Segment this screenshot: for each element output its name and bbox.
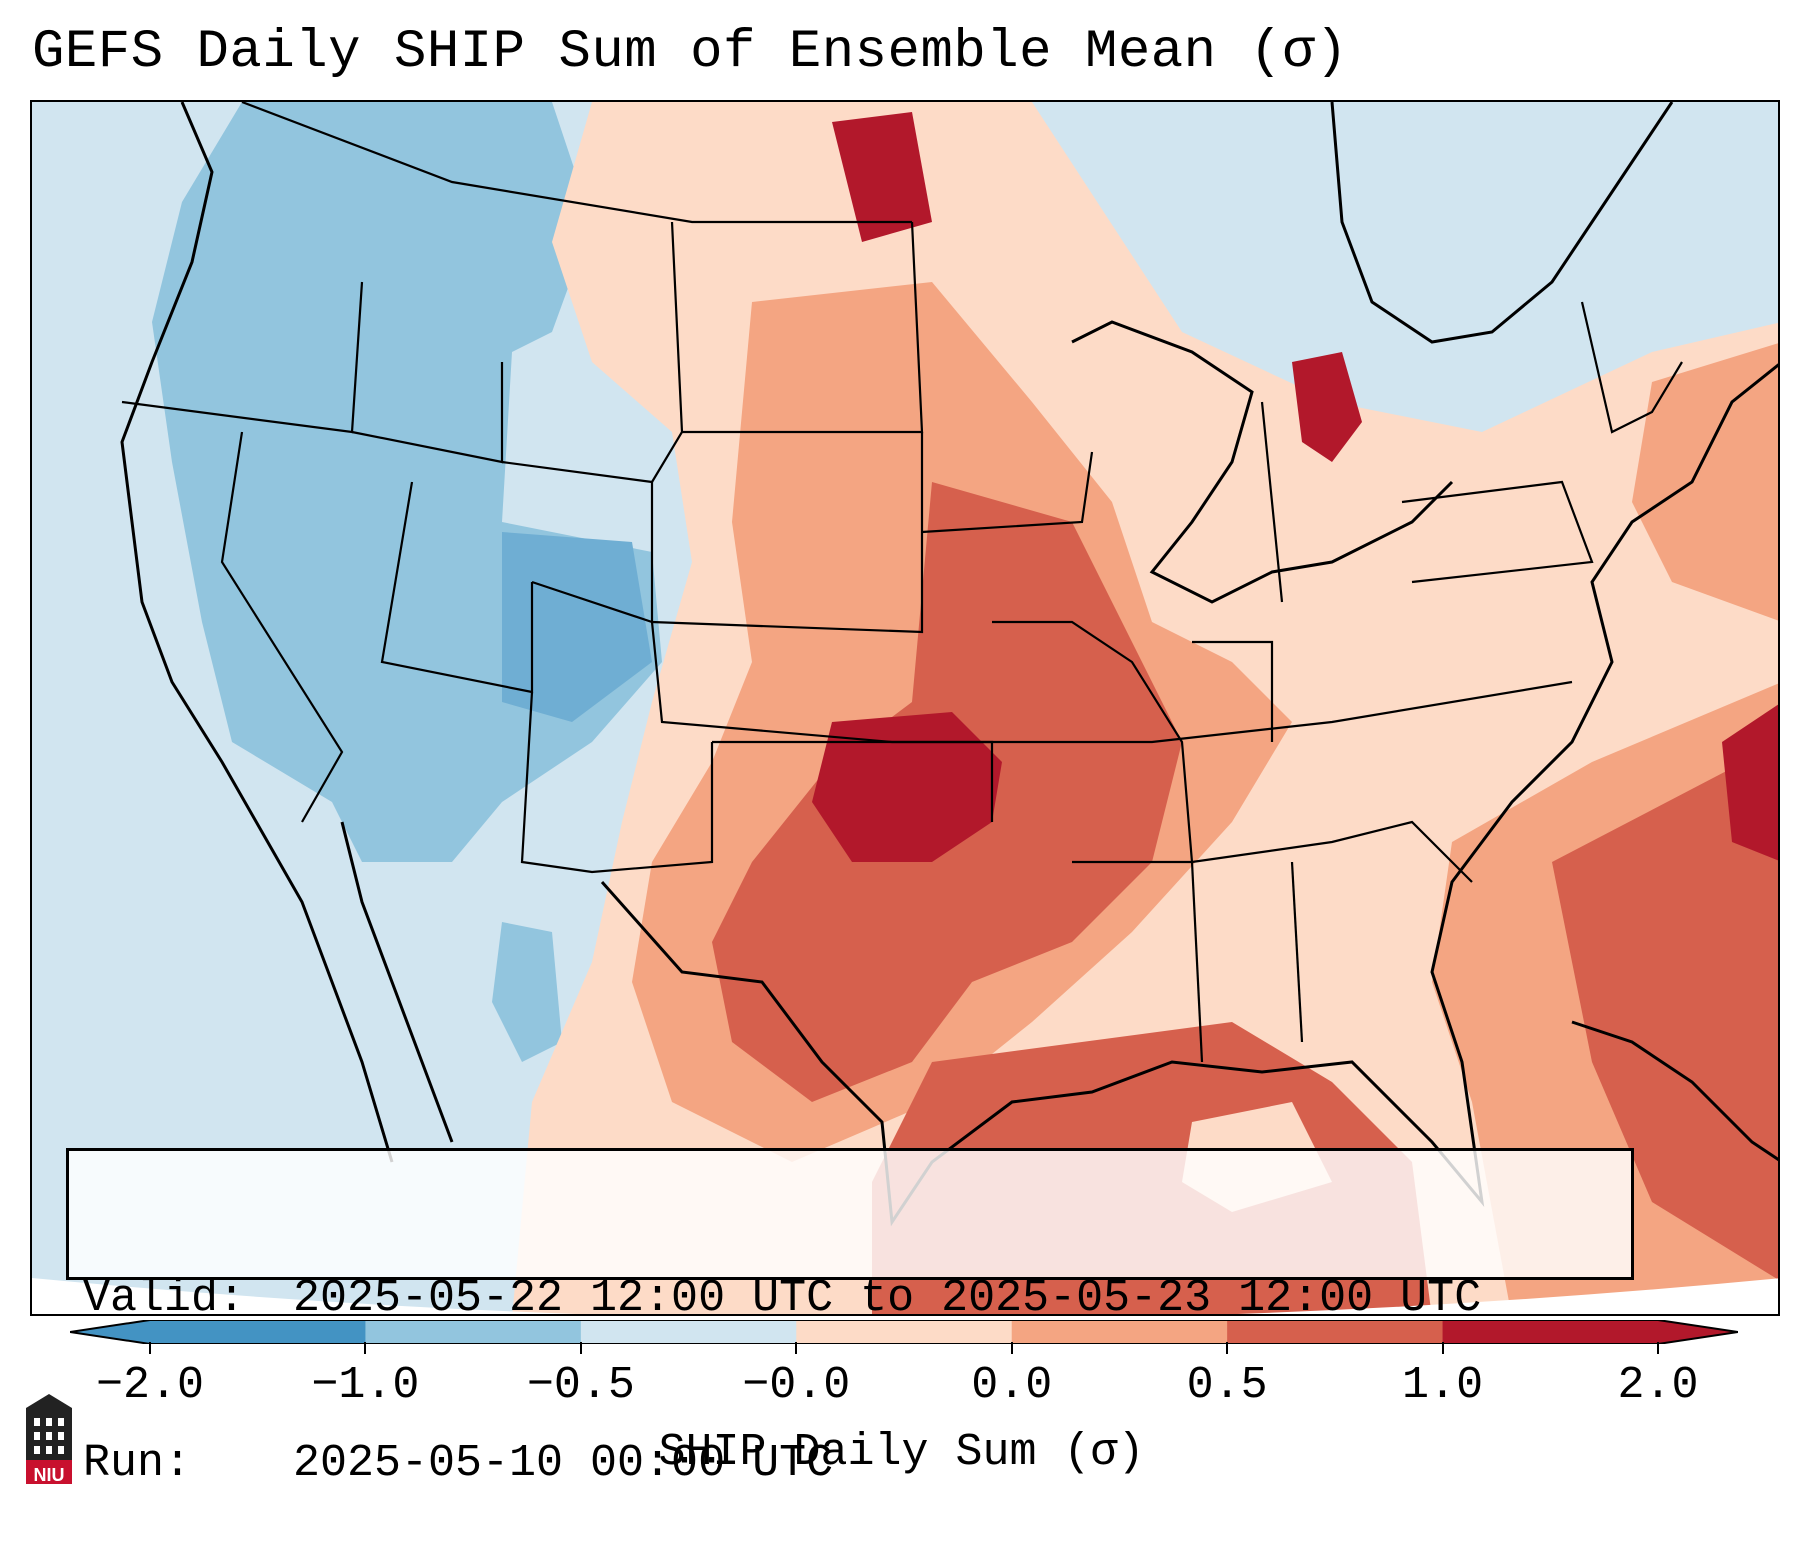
negative-anomaly-baja	[492, 922, 562, 1062]
colorbar-tick-label: 0.5	[1186, 1360, 1268, 1411]
colorbar-tick	[795, 1342, 798, 1354]
positive-anomaly-very-strong-nd	[832, 112, 932, 242]
positive-anomaly-very-strong-ok	[812, 712, 1002, 862]
map-title: GEFS Daily SHIP Sum of Ensemble Mean (σ)	[32, 22, 1349, 83]
colorbar-tick	[1010, 1342, 1013, 1354]
colorbar-tick-label: 0.0	[971, 1360, 1053, 1411]
colorbar-tick	[1226, 1342, 1229, 1354]
colorbar-extend-low	[70, 1320, 150, 1344]
map-canvas	[32, 102, 1778, 1314]
colorbar-tick	[1441, 1342, 1444, 1354]
positive-anomaly-atlantic-strong	[1552, 744, 1778, 1280]
positive-anomaly-northeast	[1632, 343, 1778, 621]
colorbar-tick	[579, 1342, 582, 1354]
run-row: Run: 2025-05-10 00:00 UTC	[83, 1436, 1631, 1491]
state-borders	[121, 102, 1683, 1063]
colorbar-bin	[1011, 1320, 1228, 1344]
valid-row: Valid: 2025-05-22 12:00 UTC to 2025-05-23…	[83, 1271, 1631, 1326]
valid-label: Valid:	[83, 1273, 246, 1324]
colorbar-tick-label: 2.0	[1617, 1360, 1699, 1411]
colorbar	[70, 1320, 1738, 1344]
colorbar-bin	[1442, 1320, 1659, 1344]
colorbar-bin	[580, 1320, 797, 1344]
colorbar-extend-high	[1658, 1320, 1738, 1344]
colorbar-tick	[364, 1342, 367, 1354]
positive-anomaly-very-strong-atlantic	[1722, 704, 1778, 861]
run-label: Run:	[83, 1438, 192, 1489]
colorbar-tick-label: −1.0	[311, 1360, 420, 1411]
colorbar-tick-label: −2.0	[95, 1360, 205, 1411]
colorbar-bin	[365, 1320, 582, 1344]
map-panel[interactable]	[30, 100, 1780, 1316]
logo-text: NIU	[33, 1465, 65, 1485]
valid-run-info-box: Valid: 2025-05-22 12:00 UTC to 2025-05-23…	[66, 1148, 1634, 1489]
coastline-lines	[120, 102, 1778, 1227]
university-tower-icon: NIU	[20, 1390, 78, 1486]
projection-edge	[32, 1278, 1778, 1314]
run-value: 2025-05-10 00:00 UTC	[293, 1438, 834, 1489]
colorbar-tick-label: −0.0	[742, 1360, 851, 1411]
positive-anomaly-very-strong-mi	[1292, 352, 1362, 462]
colorbar-tick-label: −0.5	[526, 1360, 635, 1411]
colorbar-bin	[1227, 1320, 1444, 1344]
colorbar-bin	[150, 1320, 366, 1344]
valid-value: 2025-05-22 12:00 UTC to 2025-05-23 12:00…	[293, 1273, 1482, 1324]
colorbar-tick	[1657, 1342, 1659, 1354]
colorbar-label: SHIP Daily Sum (σ)	[658, 1427, 1145, 1478]
colorbar-bin	[796, 1320, 1013, 1344]
colorbar-tick-label: 1.0	[1402, 1360, 1484, 1411]
colorbar-tick	[149, 1342, 151, 1354]
negative-anomaly-core	[502, 532, 652, 722]
